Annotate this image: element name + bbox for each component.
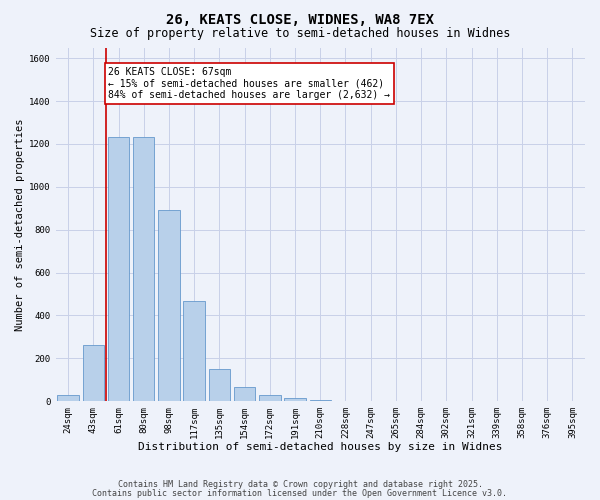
- Bar: [259, 395, 281, 401]
- Bar: [234, 386, 256, 401]
- Bar: [133, 137, 154, 401]
- Bar: [158, 210, 180, 401]
- Text: Contains HM Land Registry data © Crown copyright and database right 2025.: Contains HM Land Registry data © Crown c…: [118, 480, 482, 489]
- X-axis label: Distribution of semi-detached houses by size in Widnes: Distribution of semi-detached houses by …: [138, 442, 503, 452]
- Bar: [108, 137, 129, 401]
- Text: 26, KEATS CLOSE, WIDNES, WA8 7EX: 26, KEATS CLOSE, WIDNES, WA8 7EX: [166, 12, 434, 26]
- Bar: [284, 398, 306, 401]
- Bar: [83, 345, 104, 401]
- Bar: [209, 368, 230, 401]
- Bar: [58, 395, 79, 401]
- Text: Contains public sector information licensed under the Open Government Licence v3: Contains public sector information licen…: [92, 488, 508, 498]
- Bar: [184, 301, 205, 401]
- Bar: [310, 400, 331, 401]
- Y-axis label: Number of semi-detached properties: Number of semi-detached properties: [15, 118, 25, 330]
- Text: 26 KEATS CLOSE: 67sqm
← 15% of semi-detached houses are smaller (462)
84% of sem: 26 KEATS CLOSE: 67sqm ← 15% of semi-deta…: [109, 67, 391, 100]
- Text: Size of property relative to semi-detached houses in Widnes: Size of property relative to semi-detach…: [90, 28, 510, 40]
